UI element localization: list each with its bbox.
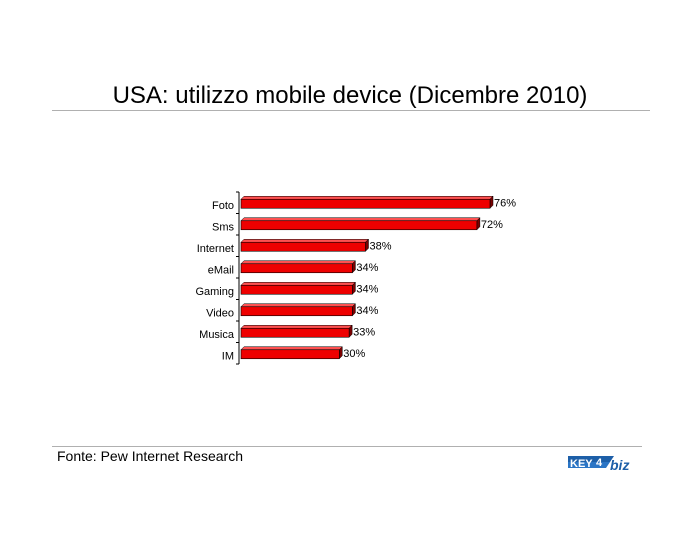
- data-label: 34%: [356, 283, 378, 295]
- data-label: 38%: [370, 240, 392, 252]
- bar: [240, 220, 478, 231]
- chart-title: USA: utilizzo mobile device (Dicembre 20…: [112, 82, 588, 109]
- bar: [240, 349, 340, 360]
- category-label: Internet: [197, 243, 234, 255]
- bar-top-face: [240, 260, 356, 264]
- footer-divider: [52, 446, 642, 447]
- bar: [240, 198, 491, 209]
- category-label: IM: [222, 350, 234, 362]
- data-label: 34%: [356, 305, 378, 317]
- category-label: Musica: [199, 329, 235, 341]
- data-label: 72%: [481, 219, 503, 231]
- category-label: Gaming: [195, 286, 234, 298]
- category-label: Foto: [212, 200, 234, 212]
- bar: [240, 284, 353, 295]
- data-label: 34%: [356, 262, 378, 274]
- bar: [240, 327, 350, 338]
- bar: [240, 263, 353, 274]
- bar: [240, 306, 353, 317]
- data-label: 76%: [494, 197, 516, 209]
- svg-text:KEY: KEY: [570, 458, 593, 470]
- bar: [240, 241, 366, 252]
- data-label: 30%: [343, 348, 365, 360]
- category-label: Video: [206, 307, 234, 319]
- svg-text:biz: biz: [610, 457, 629, 473]
- bar-top-face: [240, 303, 356, 307]
- category-label: eMail: [208, 264, 234, 276]
- key4biz-logo: KEY 4 biz: [568, 456, 629, 473]
- bar-top-face: [240, 239, 370, 243]
- svg-text:4: 4: [596, 457, 603, 469]
- title-divider: [52, 110, 650, 111]
- bar-top-face: [240, 282, 356, 286]
- bar-top-face: [240, 346, 343, 350]
- bar-top-face: [240, 196, 494, 200]
- category-label: Sms: [212, 221, 235, 233]
- bar-top-face: [240, 325, 353, 329]
- data-label: 33%: [353, 326, 375, 338]
- source-note: Fonte: Pew Internet Research: [57, 448, 243, 464]
- bar-top-face: [240, 217, 481, 221]
